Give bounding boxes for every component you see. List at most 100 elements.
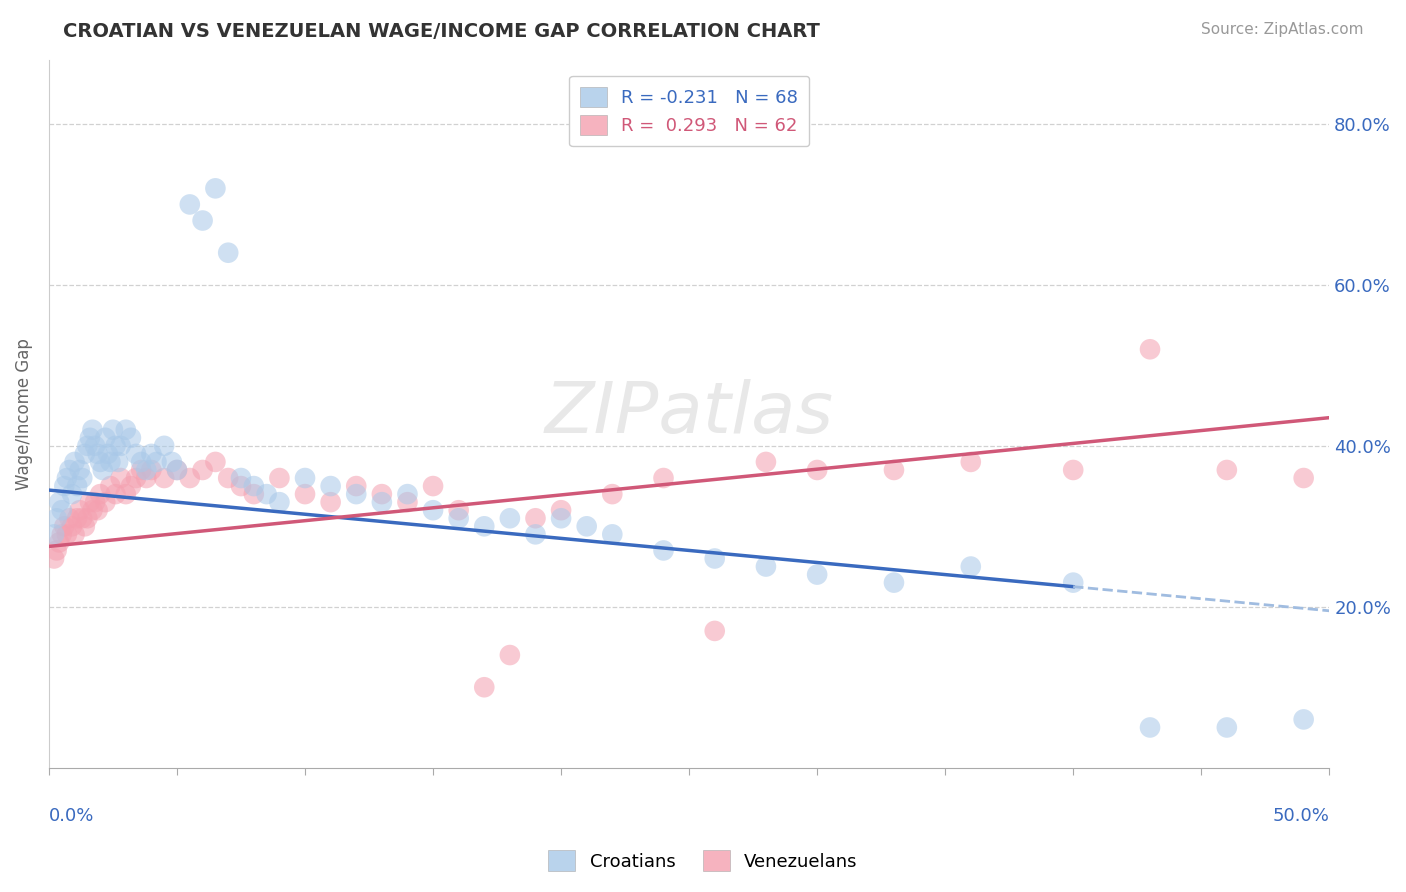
Point: [114, 487, 136, 501]
Point: [141, 463, 163, 477]
Point: [1216, 463, 1239, 477]
Point: [45, 511, 67, 525]
Point: [42, 527, 65, 541]
Point: [422, 503, 444, 517]
Point: [84, 495, 107, 509]
Point: [294, 487, 316, 501]
Point: [60, 519, 83, 533]
Point: [160, 455, 183, 469]
Point: [396, 495, 419, 509]
Text: CROATIAN VS VENEZUELAN WAGE/INCOME GAP CORRELATION CHART: CROATIAN VS VENEZUELAN WAGE/INCOME GAP C…: [63, 22, 820, 41]
Point: [89, 455, 111, 469]
Point: [110, 439, 132, 453]
Point: [94, 495, 117, 509]
Point: [51, 503, 73, 517]
Legend: Croatians, Venezuelans: Croatians, Venezuelans: [541, 843, 865, 879]
Point: [371, 487, 394, 501]
Point: [243, 479, 266, 493]
Point: [84, 439, 107, 453]
Point: [396, 487, 419, 501]
Point: [1139, 343, 1161, 357]
Point: [524, 527, 547, 541]
Point: [48, 495, 70, 509]
Point: [66, 479, 89, 493]
Point: [56, 527, 79, 541]
Point: [53, 519, 76, 533]
Point: [76, 511, 98, 525]
Point: [652, 543, 675, 558]
Point: [104, 439, 127, 453]
Point: [575, 519, 598, 533]
Point: [69, 503, 91, 517]
Point: [1292, 713, 1315, 727]
Point: [91, 463, 114, 477]
Point: [69, 463, 91, 477]
Point: [100, 455, 122, 469]
Point: [73, 519, 96, 533]
Text: ZIPatlas: ZIPatlas: [544, 379, 834, 448]
Point: [60, 487, 83, 501]
Point: [229, 479, 252, 493]
Point: [1062, 463, 1084, 477]
Point: [600, 487, 623, 501]
Point: [101, 423, 124, 437]
Point: [48, 535, 70, 549]
Point: [97, 447, 120, 461]
Point: [104, 487, 127, 501]
Point: [269, 471, 291, 485]
Point: [204, 455, 226, 469]
Point: [550, 511, 572, 525]
Point: [499, 648, 522, 662]
Point: [79, 495, 101, 509]
Point: [114, 423, 136, 437]
Point: [94, 431, 117, 445]
Point: [217, 471, 239, 485]
Point: [72, 511, 94, 525]
Point: [166, 463, 188, 477]
Point: [153, 439, 176, 453]
Point: [72, 471, 94, 485]
Point: [703, 551, 725, 566]
Point: [1292, 471, 1315, 485]
Point: [120, 479, 142, 493]
Point: [82, 423, 104, 437]
Point: [755, 455, 778, 469]
Point: [371, 495, 394, 509]
Point: [422, 479, 444, 493]
Point: [600, 527, 623, 541]
Point: [42, 551, 65, 566]
Point: [1139, 721, 1161, 735]
Point: [51, 527, 73, 541]
Point: [294, 471, 316, 485]
Point: [472, 519, 495, 533]
Legend: R = -0.231   N = 68, R =  0.293   N = 62: R = -0.231 N = 68, R = 0.293 N = 62: [569, 76, 808, 146]
Point: [344, 487, 367, 501]
Point: [524, 511, 547, 525]
Point: [191, 463, 214, 477]
Point: [145, 455, 167, 469]
Point: [191, 213, 214, 227]
Point: [344, 479, 367, 493]
Point: [550, 503, 572, 517]
Point: [135, 471, 157, 485]
Text: Source: ZipAtlas.com: Source: ZipAtlas.com: [1201, 22, 1364, 37]
Point: [229, 471, 252, 485]
Point: [166, 463, 188, 477]
Point: [66, 511, 89, 525]
Point: [89, 487, 111, 501]
Point: [1216, 721, 1239, 735]
Point: [256, 487, 278, 501]
Point: [319, 495, 342, 509]
Point: [120, 431, 142, 445]
Point: [58, 463, 80, 477]
Point: [76, 439, 98, 453]
Point: [129, 455, 152, 469]
Point: [1062, 575, 1084, 590]
Point: [652, 471, 675, 485]
Point: [125, 447, 148, 461]
Point: [135, 463, 157, 477]
Point: [86, 503, 108, 517]
Point: [959, 455, 981, 469]
Y-axis label: Wage/Income Gap: Wage/Income Gap: [15, 338, 32, 490]
Point: [63, 455, 86, 469]
